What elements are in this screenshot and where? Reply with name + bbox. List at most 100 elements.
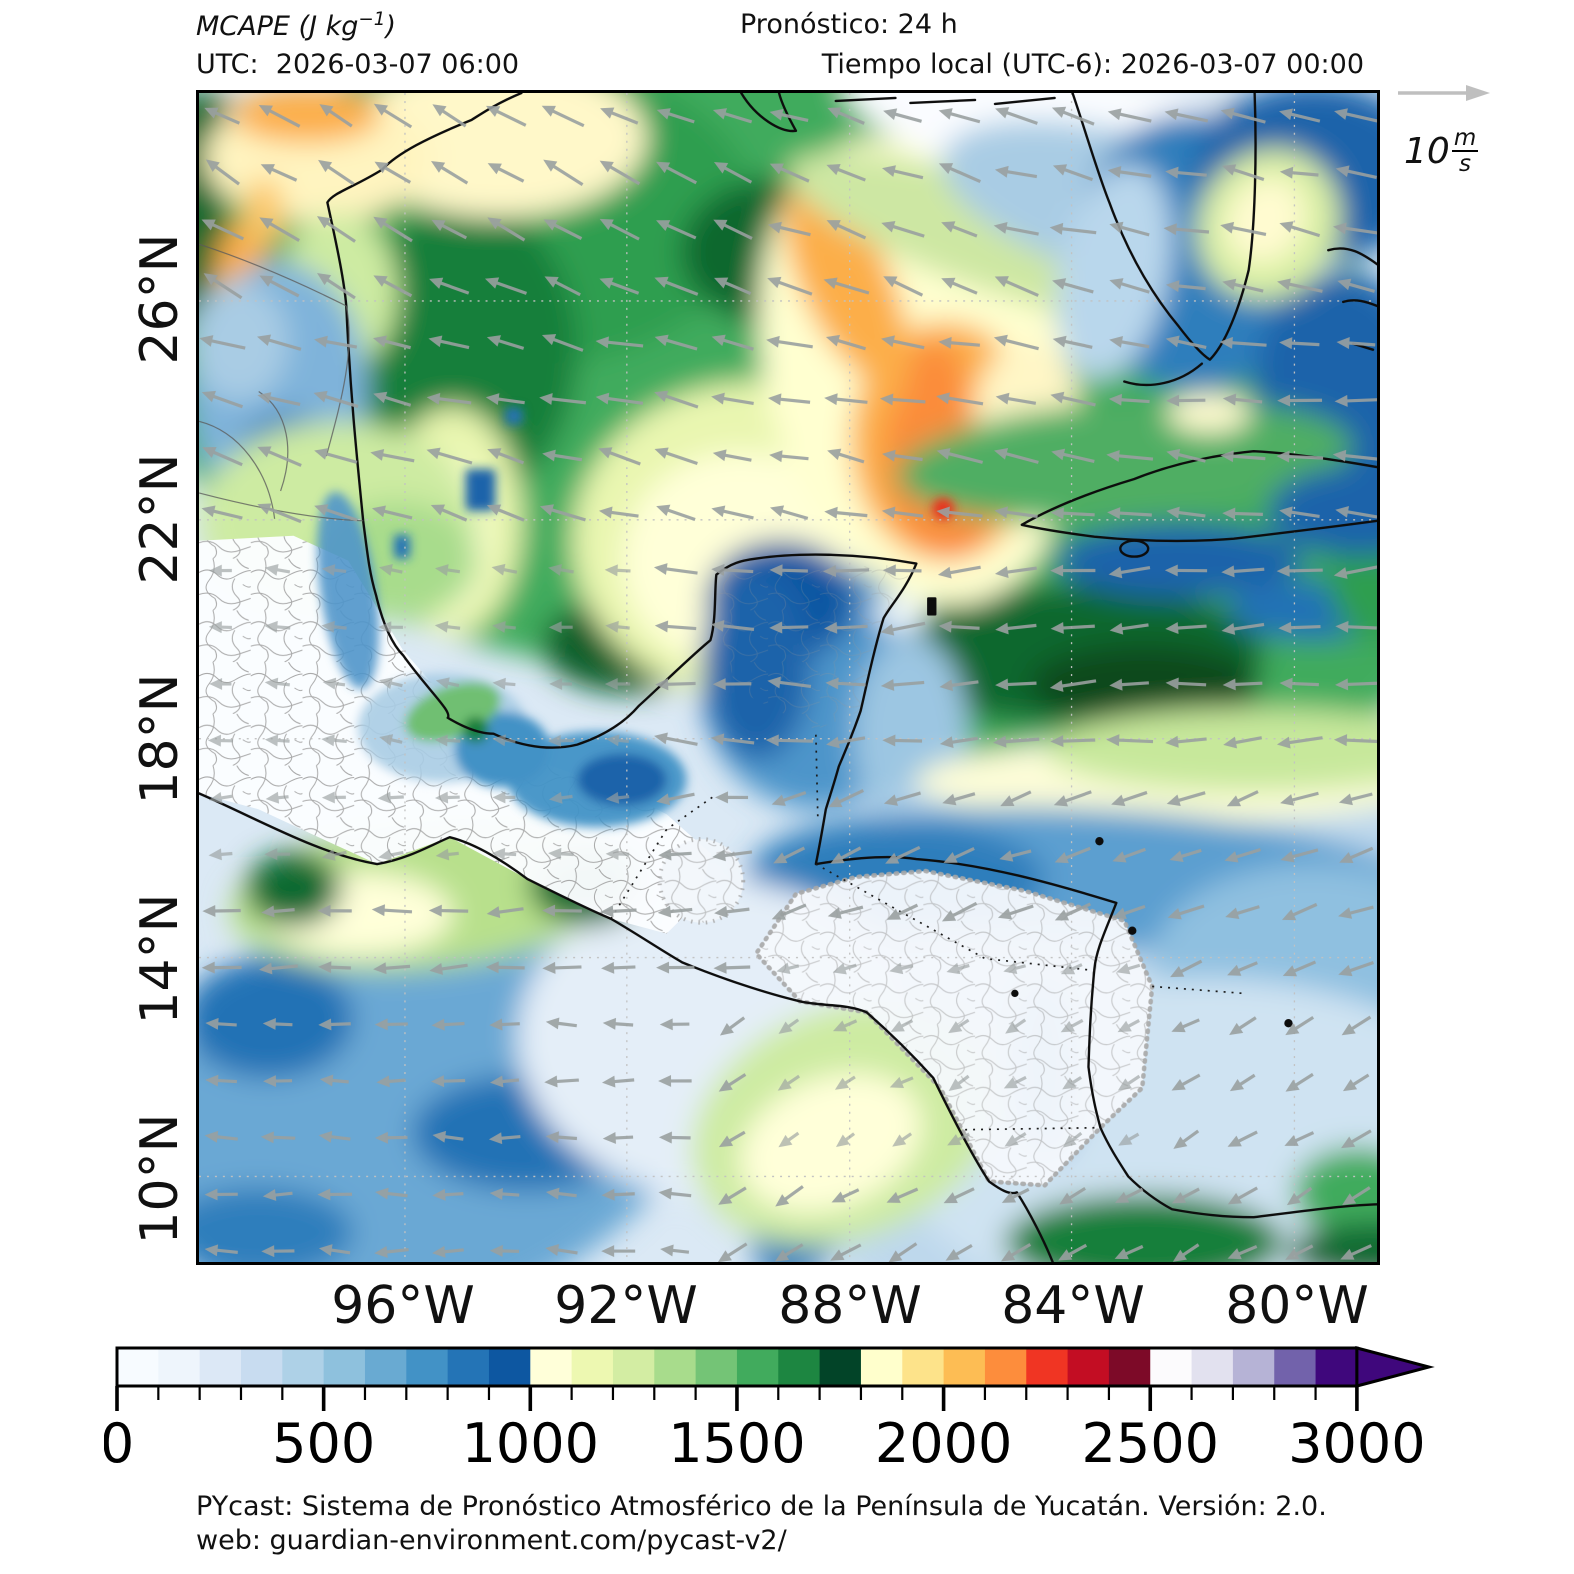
wind-arrow <box>826 220 867 240</box>
wind-arrow <box>1166 394 1206 407</box>
wind-arrow <box>428 335 470 350</box>
wind-arrow <box>600 905 637 918</box>
wind-arrow <box>1335 165 1377 179</box>
wind-arrow <box>374 1018 408 1031</box>
wind-arrow <box>1276 564 1323 577</box>
wind-arrow <box>994 276 1039 297</box>
wind-arrow <box>1114 1187 1144 1203</box>
wind-arrow <box>1062 1076 1082 1090</box>
wind-arrow <box>1005 1018 1027 1034</box>
wind-arrow <box>373 275 413 298</box>
wind-arrow <box>262 1018 293 1030</box>
wind-arrow <box>431 1018 465 1031</box>
wind-arrow <box>713 162 753 184</box>
wind-arrow <box>314 335 358 349</box>
wind-arrow <box>941 277 978 295</box>
wind-arrow <box>434 620 461 633</box>
wind-arrow <box>776 962 800 975</box>
colorbar: 0 500 1000 1500 2000 2500 3000 <box>104 1346 1435 1475</box>
wind-arrow <box>548 791 573 804</box>
wind-arrow <box>827 448 865 464</box>
wind-arrow-layer <box>199 103 1377 1262</box>
wind-arrow <box>825 334 866 351</box>
wind-arrow <box>1052 335 1093 349</box>
wind-arrow <box>823 277 870 295</box>
wind-arrow <box>432 1245 464 1258</box>
colorbar-segment <box>943 1348 986 1386</box>
wind-arrow <box>373 962 411 975</box>
wind-arrow <box>202 446 243 467</box>
wind-arrow <box>892 1132 913 1147</box>
wind-arrow <box>1050 735 1096 748</box>
wind-arrow <box>880 678 925 691</box>
colorbar-tick-label: 2000 <box>875 1412 1012 1475</box>
wind-arrow <box>599 277 640 295</box>
wind-arrow <box>201 505 243 520</box>
wind-arrow <box>208 848 233 861</box>
wind-arrow <box>486 335 525 350</box>
wind-arrow <box>653 563 698 575</box>
wind-arrow <box>204 1130 238 1143</box>
wind-arrow <box>1334 108 1377 123</box>
wind-arrow <box>1106 734 1154 747</box>
wind-arrow <box>426 392 472 405</box>
wind-arrow <box>1277 278 1323 293</box>
wind-arrow <box>201 219 244 241</box>
wind-arrow <box>1050 391 1096 407</box>
footer-line2: web: guardian-environment.com/pycast-v2/ <box>196 1525 787 1557</box>
wind-arrow <box>485 961 525 974</box>
wind-arrow <box>1171 1187 1200 1204</box>
wind-arrow <box>713 219 753 240</box>
wind-arrow <box>432 1188 464 1201</box>
wind-arrow <box>658 1187 692 1200</box>
wind-arrow <box>938 108 981 124</box>
colorbar-segment <box>364 1348 408 1386</box>
wind-arrow <box>1339 846 1374 864</box>
wind-arrow <box>1221 565 1265 578</box>
wind-arrow <box>605 620 630 633</box>
colorbar-segment <box>323 1348 366 1386</box>
wind-arrow <box>265 791 289 804</box>
wind-arrow <box>936 506 983 519</box>
wind-arrow <box>1114 1244 1144 1260</box>
wind-arrow <box>888 1242 918 1262</box>
wind-arrow <box>321 791 346 804</box>
wind-arrow <box>605 791 630 804</box>
wind-arrow <box>880 621 926 636</box>
wind-arrow <box>882 734 923 747</box>
wind-arrow <box>997 904 1034 920</box>
wind-arrow <box>882 564 922 577</box>
wind-arrow <box>1332 449 1377 462</box>
wind-arrow <box>376 1075 406 1088</box>
wind-arrow <box>775 1185 804 1207</box>
wind-arrow <box>314 504 358 522</box>
wind-arrow <box>374 1245 409 1258</box>
wind-arrow <box>604 564 631 577</box>
wind-arrow <box>771 903 807 920</box>
wind-arrow <box>886 1187 919 1203</box>
wind-arrow <box>654 276 699 296</box>
wind-arrow <box>993 334 1039 351</box>
colorbar-segment <box>158 1348 201 1386</box>
wind-arrow <box>375 1187 408 1200</box>
lat-tick-label: 10°N <box>130 1113 190 1245</box>
colorbar-segment <box>240 1348 284 1386</box>
wind-arrow <box>602 1131 634 1144</box>
wind-arrow <box>831 1188 860 1203</box>
wind-arrow <box>317 273 356 300</box>
wind-arrow <box>604 678 631 690</box>
wind-arrow <box>826 164 866 182</box>
colorbar-segment <box>695 1348 738 1386</box>
wind-arrow <box>1001 1187 1030 1203</box>
wind-arrow <box>377 791 404 804</box>
wind-arrow <box>948 1074 970 1092</box>
wind-arrow <box>1109 221 1150 237</box>
wind-arrow <box>487 448 525 465</box>
wind-arrow <box>881 220 925 238</box>
wind-arrow <box>1284 1131 1315 1146</box>
wind-arrow <box>1335 620 1377 633</box>
wind-arrow <box>428 904 469 917</box>
wind-arrow <box>941 221 978 238</box>
wind-arrow <box>995 622 1037 635</box>
wind-arrow <box>1285 1072 1314 1092</box>
